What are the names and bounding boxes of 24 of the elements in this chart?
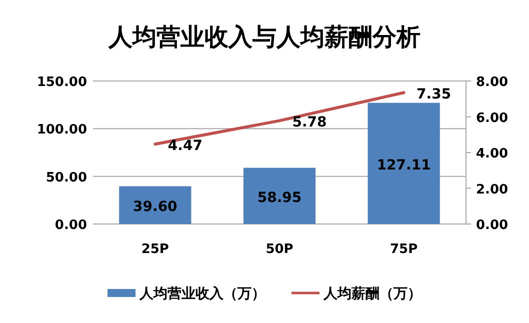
y2-tick-label: 0.00 (476, 218, 508, 233)
y-tick-label: 150.00 (36, 75, 87, 90)
data-label: 5.78 (292, 114, 327, 131)
y2-tick-label: 4.00 (476, 146, 508, 162)
y2-tick-label: 6.00 (476, 110, 508, 126)
y-tick-label: 0.00 (54, 218, 87, 233)
data-label: 39.60 (133, 199, 178, 216)
y-tick-label: 50.00 (46, 170, 87, 186)
x-tick-label: 25P (141, 242, 169, 257)
data-label: 127.11 (376, 157, 431, 174)
bar (119, 186, 192, 224)
data-label: 58.95 (257, 190, 302, 206)
legend-label: 人均薪酬（万） (322, 286, 422, 302)
data-label: 4.47 (168, 138, 202, 154)
data-label: 7.35 (416, 86, 452, 103)
x-tick-label: 75P (390, 242, 418, 257)
bar (243, 168, 316, 224)
legend-label: 人均营业收入（万） (138, 286, 266, 302)
bar (368, 102, 440, 224)
y2-tick-label: 8.00 (476, 75, 508, 90)
y-tick-label: 100.00 (36, 122, 87, 138)
y2-tick-label: 2.00 (476, 182, 508, 198)
x-tick-label: 50P (266, 242, 294, 257)
chart-title: 人均营业收入与人均薪酬分析 (108, 23, 420, 51)
